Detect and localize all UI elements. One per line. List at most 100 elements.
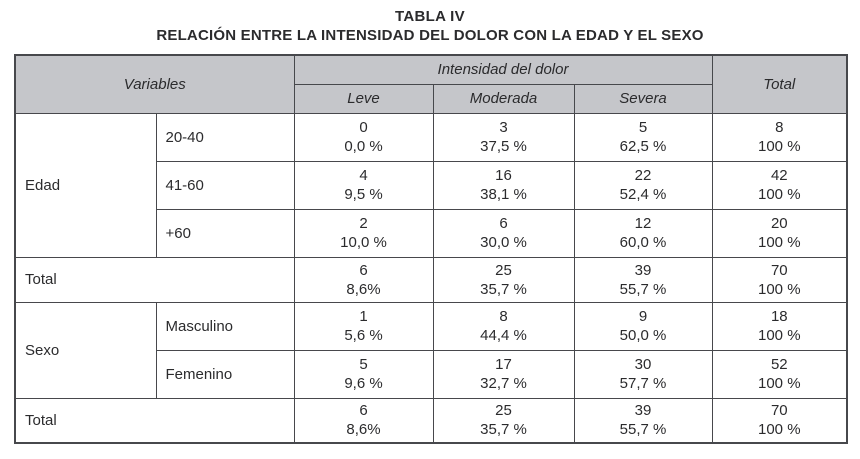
table-row: 41-60 4 9,5 % 16 38,1 % 22 52,4 % 42 100… bbox=[15, 160, 848, 210]
cell-count: 8 bbox=[499, 308, 508, 325]
cell-percent: 9,5 % bbox=[344, 186, 383, 203]
cell-percent: 35,7 % bbox=[480, 280, 527, 298]
cell-count: 6 bbox=[359, 402, 368, 420]
cell-41-60-total: 42 100 % bbox=[711, 160, 848, 210]
row-label-femenino: Femenino bbox=[155, 349, 295, 399]
cell-plus60-total: 20 100 % bbox=[711, 208, 848, 258]
cell-percent: 55,7 % bbox=[619, 421, 667, 439]
cell-masculino-severa: 9 50,0 % bbox=[573, 301, 713, 351]
cell-percent: 100 % bbox=[758, 186, 801, 203]
cell-count: 16 bbox=[495, 167, 512, 184]
cell-count: 25 bbox=[495, 402, 512, 420]
cell-percent: 60,0 % bbox=[619, 234, 667, 251]
cell-percent: 100 % bbox=[758, 280, 801, 298]
cell-total-edad-severa: 39 55,7 % bbox=[573, 256, 713, 303]
group-label-edad: Edad bbox=[14, 112, 157, 258]
header-intensidad: Intensidad del dolor bbox=[293, 54, 713, 85]
cell-femenino-leve: 5 9,6 % bbox=[293, 349, 434, 399]
cell-plus60-moderada: 6 30,0 % bbox=[432, 208, 575, 258]
header-leve: Leve bbox=[293, 83, 434, 114]
cell-total-edad-leve: 6 8,6% bbox=[293, 256, 434, 303]
total-row-edad: Total 6 8,6% 25 35,7 % 39 55,7 % 70 100 … bbox=[14, 256, 848, 303]
cell-percent: 52,4 % bbox=[619, 186, 667, 203]
cell-count: 70 bbox=[770, 261, 788, 279]
cell-plus60-severa: 12 60,0 % bbox=[573, 208, 713, 258]
cell-total-sexo-leve: 6 8,6% bbox=[293, 397, 434, 444]
cell-masculino-total: 18 100 % bbox=[711, 301, 848, 351]
cell-count: 52 bbox=[770, 356, 788, 373]
cell-count: 5 bbox=[638, 119, 648, 136]
cell-41-60-leve: 4 9,5 % bbox=[293, 160, 434, 210]
cell-total-sexo-total: 70 100 % bbox=[711, 397, 848, 444]
header-row-1: Variables Intensidad del dolor Total bbox=[14, 54, 848, 114]
cell-count: 9 bbox=[638, 308, 648, 325]
total-label-edad: Total bbox=[14, 256, 295, 303]
cell-count: 8 bbox=[775, 119, 784, 136]
cell-percent: 50,0 % bbox=[619, 327, 667, 344]
cell-femenino-moderada: 17 32,7 % bbox=[432, 349, 575, 399]
cell-percent: 32,7 % bbox=[480, 375, 527, 392]
header-variables: Variables bbox=[14, 54, 295, 114]
cell-femenino-severa: 30 57,7 % bbox=[573, 349, 713, 399]
cell-count: 5 bbox=[359, 356, 368, 373]
cell-count: 25 bbox=[495, 261, 512, 279]
cell-femenino-total: 52 100 % bbox=[711, 349, 848, 399]
cell-count: 70 bbox=[770, 402, 788, 420]
group-label-sexo: Sexo bbox=[14, 301, 157, 399]
table-row: +60 2 10,0 % 6 30,0 % 12 60,0 % 20 100 % bbox=[15, 208, 848, 258]
cell-41-60-moderada: 16 38,1 % bbox=[432, 160, 575, 210]
cell-percent: 100 % bbox=[758, 375, 801, 392]
cell-masculino-leve: 1 5,6 % bbox=[293, 301, 434, 351]
cell-count: 30 bbox=[634, 356, 652, 373]
cell-percent: 44,4 % bbox=[480, 327, 527, 344]
cell-count: 1 bbox=[359, 308, 368, 325]
header-total: Total bbox=[711, 54, 848, 114]
cell-20-40-leve: 0 0,0 % bbox=[293, 112, 434, 162]
cell-count: 6 bbox=[359, 261, 368, 279]
cell-count: 20 bbox=[770, 215, 788, 232]
cell-percent: 8,6% bbox=[346, 421, 381, 439]
cell-percent: 38,1 % bbox=[480, 186, 527, 203]
header-severa: Severa bbox=[573, 83, 713, 114]
cell-20-40-moderada: 3 37,5 % bbox=[432, 112, 575, 162]
cell-count: 2 bbox=[359, 215, 368, 232]
row-label-plus60: +60 bbox=[155, 208, 295, 258]
cell-percent: 9,6 % bbox=[344, 375, 383, 392]
cell-count: 39 bbox=[634, 402, 652, 420]
cell-masculino-moderada: 8 44,4 % bbox=[432, 301, 575, 351]
cell-total-sexo-moderada: 25 35,7 % bbox=[432, 397, 575, 444]
cell-percent: 100 % bbox=[758, 138, 801, 155]
row-label-41-60: 41-60 bbox=[155, 160, 295, 210]
cell-count: 0 bbox=[359, 119, 368, 136]
cell-percent: 30,0 % bbox=[480, 234, 527, 251]
total-label-sexo: Total bbox=[14, 397, 295, 444]
cell-percent: 0,0 % bbox=[344, 138, 383, 155]
row-label-masculino: Masculino bbox=[155, 301, 295, 351]
total-row-sexo: Total 6 8,6% 25 35,7 % 39 55,7 % 70 100 … bbox=[14, 397, 848, 444]
table-caption: TABLA IV RELACIÓN ENTRE LA INTENSIDAD DE… bbox=[0, 7, 860, 45]
header-row-2: Leve Moderada Severa bbox=[15, 83, 847, 114]
cell-count: 39 bbox=[634, 261, 652, 279]
cell-percent: 37,5 % bbox=[480, 138, 527, 155]
cell-percent: 100 % bbox=[758, 327, 801, 344]
table-row: Sexo Masculino 1 5,6 % 8 44,4 % 9 50,0 %… bbox=[14, 301, 848, 399]
header-moderada: Moderada bbox=[432, 83, 575, 114]
cell-count: 42 bbox=[770, 167, 788, 184]
cell-20-40-severa: 5 62,5 % bbox=[573, 112, 713, 162]
cell-total-edad-total: 70 100 % bbox=[711, 256, 848, 303]
table-row: Edad 20-40 0 0,0 % 3 37,5 % 5 62,5 % 8 1… bbox=[14, 112, 848, 258]
cell-percent: 5,6 % bbox=[344, 327, 383, 344]
cell-20-40-total: 8 100 % bbox=[711, 112, 848, 162]
cell-percent: 10,0 % bbox=[340, 234, 387, 251]
cell-count: 6 bbox=[499, 215, 508, 232]
cell-percent: 100 % bbox=[758, 234, 801, 251]
cell-count: 3 bbox=[499, 119, 508, 136]
cell-count: 22 bbox=[634, 167, 652, 184]
cell-total-sexo-severa: 39 55,7 % bbox=[573, 397, 713, 444]
data-table: Variables Intensidad del dolor Total Lev… bbox=[14, 54, 849, 444]
cell-plus60-leve: 2 10,0 % bbox=[293, 208, 434, 258]
cell-percent: 62,5 % bbox=[619, 138, 667, 155]
cell-count: 17 bbox=[495, 356, 512, 373]
table-title: TABLA IV bbox=[395, 8, 465, 25]
